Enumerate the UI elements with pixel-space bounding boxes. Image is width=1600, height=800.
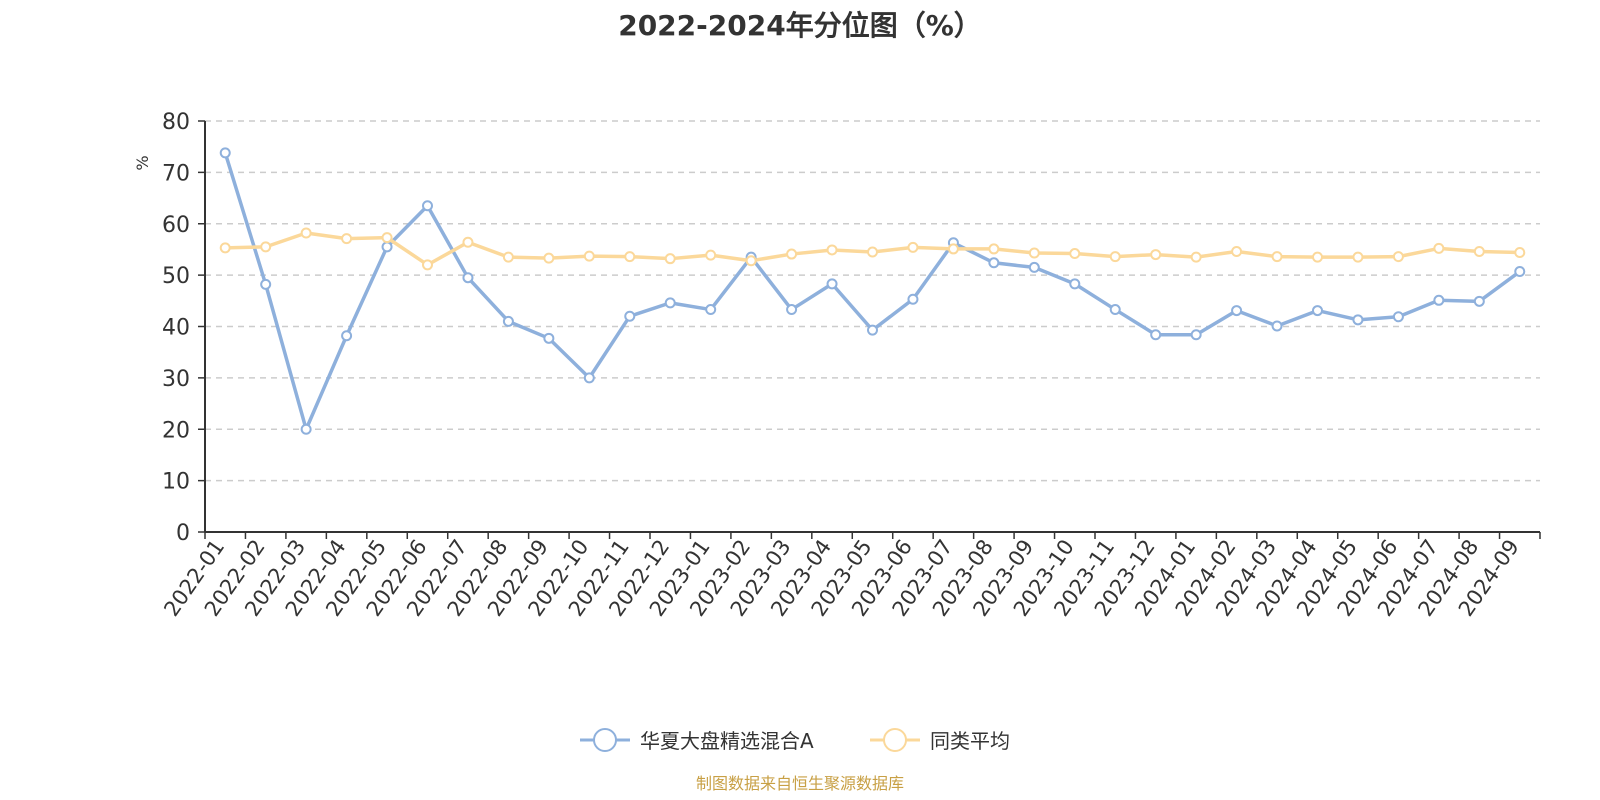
series-line-0 xyxy=(223,152,1521,431)
legend-label[interactable]: 同类平均 xyxy=(930,729,1010,753)
data-point[interactable] xyxy=(341,233,353,245)
data-point[interactable] xyxy=(664,297,676,309)
data-point[interactable] xyxy=(1190,251,1202,263)
y-tick-label: 30 xyxy=(162,367,190,392)
chart-title: 2022-2024年分位图（%） xyxy=(618,9,982,42)
data-point[interactable] xyxy=(260,278,272,290)
data-point[interactable] xyxy=(300,423,312,435)
data-point[interactable] xyxy=(624,310,636,322)
data-point[interactable] xyxy=(462,272,474,284)
data-point[interactable] xyxy=(826,278,838,290)
data-point[interactable] xyxy=(502,251,514,263)
data-point[interactable] xyxy=(745,255,757,267)
data-point[interactable] xyxy=(381,232,393,244)
data-point[interactable] xyxy=(867,324,878,336)
y-tick-label: 0 xyxy=(176,521,190,546)
data-point[interactable] xyxy=(1514,247,1526,259)
legend-marker[interactable] xyxy=(883,728,907,752)
data-point[interactable] xyxy=(947,243,959,255)
data-point[interactable] xyxy=(341,330,353,342)
data-point[interactable] xyxy=(462,236,474,248)
data-point[interactable] xyxy=(1069,248,1081,260)
data-point[interactable] xyxy=(624,251,636,263)
data-point[interactable] xyxy=(543,252,555,264)
data-point[interactable] xyxy=(867,246,878,258)
y-tick-label: 70 xyxy=(162,161,190,186)
data-point[interactable] xyxy=(583,372,595,384)
data-point[interactable] xyxy=(786,248,798,260)
data-point[interactable] xyxy=(1150,329,1162,341)
data-point[interactable] xyxy=(1069,278,1081,290)
series-layer xyxy=(219,147,1526,435)
data-point[interactable] xyxy=(705,249,717,261)
data-point[interactable] xyxy=(1392,311,1404,323)
data-point[interactable] xyxy=(1312,251,1323,263)
data-point[interactable] xyxy=(1473,295,1485,307)
data-point[interactable] xyxy=(1312,305,1323,317)
y-tick-label: 20 xyxy=(162,418,190,443)
legend-marker[interactable] xyxy=(593,728,617,752)
y-tick-label: 40 xyxy=(162,316,190,341)
y-axis-label: % xyxy=(133,155,152,170)
data-point[interactable] xyxy=(381,241,393,253)
data-point[interactable] xyxy=(1231,305,1243,317)
data-point[interactable] xyxy=(583,250,595,262)
axes: 01020304050607080%2022-012022-022022-032… xyxy=(133,110,1541,621)
data-point[interactable] xyxy=(422,200,433,212)
data-point[interactable] xyxy=(422,259,433,271)
data-source-note: 制图数据来自恒生聚源数据库 xyxy=(695,774,904,793)
legend: 华夏大盘精选混合A 同类平均 xyxy=(580,728,1010,753)
data-point[interactable] xyxy=(1109,251,1121,263)
data-point[interactable] xyxy=(1392,251,1404,263)
data-point[interactable] xyxy=(988,243,1000,255)
data-point[interactable] xyxy=(1473,245,1485,257)
data-point[interactable] xyxy=(1028,261,1040,273)
data-point[interactable] xyxy=(907,293,919,305)
y-tick-label: 60 xyxy=(162,213,190,238)
data-point[interactable] xyxy=(1433,294,1445,306)
data-point[interactable] xyxy=(1433,242,1445,254)
data-point[interactable] xyxy=(300,227,312,239)
y-tick-label: 80 xyxy=(162,110,190,135)
data-point[interactable] xyxy=(1271,320,1283,332)
data-point[interactable] xyxy=(786,304,798,316)
data-point[interactable] xyxy=(219,147,231,159)
data-point[interactable] xyxy=(1150,249,1162,261)
data-point[interactable] xyxy=(1028,247,1040,259)
y-tick-label: 10 xyxy=(162,470,190,495)
y-tick-label: 50 xyxy=(162,264,190,289)
data-point[interactable] xyxy=(1109,304,1121,316)
data-point[interactable] xyxy=(664,253,676,265)
data-point[interactable] xyxy=(1190,329,1202,341)
data-point[interactable] xyxy=(260,241,272,253)
data-point[interactable] xyxy=(502,315,514,327)
data-point[interactable] xyxy=(1352,314,1364,326)
data-point[interactable] xyxy=(1231,245,1243,257)
legend-label[interactable]: 华夏大盘精选混合A xyxy=(640,729,814,753)
data-point[interactable] xyxy=(219,242,231,254)
data-point[interactable] xyxy=(705,304,717,316)
data-point[interactable] xyxy=(907,241,919,253)
data-point[interactable] xyxy=(1352,251,1364,263)
data-point[interactable] xyxy=(1271,251,1283,263)
grid-lines xyxy=(205,120,1540,482)
data-point[interactable] xyxy=(826,244,838,256)
data-point[interactable] xyxy=(988,257,1000,269)
data-point[interactable] xyxy=(543,332,555,344)
data-point[interactable] xyxy=(1514,266,1526,278)
